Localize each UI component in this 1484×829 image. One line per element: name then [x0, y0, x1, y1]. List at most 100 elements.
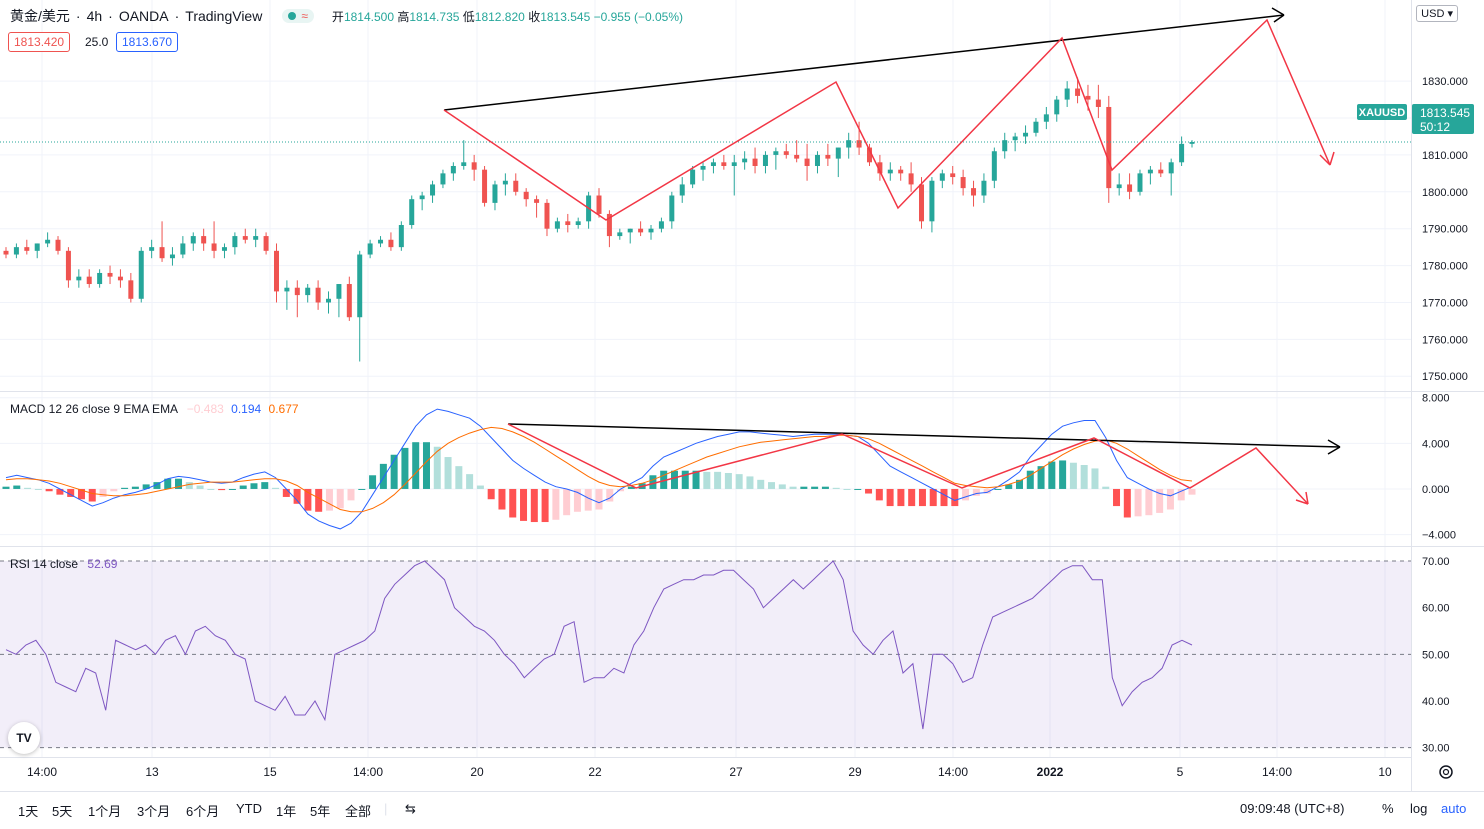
candle-body[interactable]: [565, 221, 571, 226]
candle-body[interactable]: [731, 162, 737, 166]
candle-body[interactable]: [221, 247, 227, 251]
candle-body[interactable]: [1095, 99, 1101, 107]
candle-body[interactable]: [117, 276, 123, 281]
candle-body[interactable]: [1012, 136, 1018, 141]
tradingview-logo[interactable]: TV: [8, 722, 40, 754]
buy-price[interactable]: 1813.670: [116, 32, 179, 52]
candle-body[interactable]: [1189, 142, 1195, 144]
candle-body[interactable]: [783, 151, 789, 155]
range-ytd[interactable]: YTD: [236, 801, 262, 816]
candle-body[interactable]: [721, 162, 727, 166]
candle-body[interactable]: [357, 254, 363, 318]
candle-body[interactable]: [991, 151, 997, 181]
candle-body[interactable]: [138, 250, 144, 299]
candle-body[interactable]: [606, 213, 612, 237]
candle-body[interactable]: [596, 195, 602, 214]
candle-body[interactable]: [825, 154, 831, 159]
candle-body[interactable]: [658, 221, 664, 229]
candle-body[interactable]: [929, 180, 935, 222]
candle-body[interactable]: [534, 199, 540, 203]
range-all[interactable]: 全部: [345, 804, 372, 819]
candle-body[interactable]: [762, 154, 768, 166]
candle-body[interactable]: [898, 169, 904, 174]
candle-body[interactable]: [242, 236, 248, 240]
time-axis[interactable]: 14:00 13 15 14:00 20 22 27 29 14:00 2022 5 14:00 10: [27, 765, 1392, 779]
candle-body[interactable]: [97, 272, 103, 285]
candle-body[interactable]: [492, 184, 498, 203]
candle-body[interactable]: [544, 202, 550, 229]
interval[interactable]: 4h: [86, 8, 103, 24]
candle-body[interactable]: [1033, 121, 1039, 133]
candle-body[interactable]: [554, 221, 560, 229]
candle-body[interactable]: [794, 154, 800, 159]
candle-body[interactable]: [804, 158, 810, 166]
candle-body[interactable]: [273, 250, 279, 292]
candle-body[interactable]: [1064, 88, 1070, 100]
candle-body[interactable]: [461, 162, 467, 166]
candle-body[interactable]: [211, 243, 217, 251]
candle-body[interactable]: [388, 239, 394, 248]
macd-trendline[interactable]: [507, 423, 1341, 448]
market-status[interactable]: ≈: [282, 9, 314, 23]
candle-body[interactable]: [190, 236, 196, 244]
candle-body[interactable]: [638, 228, 644, 233]
candle-body[interactable]: [45, 239, 51, 244]
candle-body[interactable]: [13, 247, 19, 255]
candle-body[interactable]: [76, 276, 82, 281]
candle-body[interactable]: [700, 165, 706, 170]
candle-body[interactable]: [887, 169, 893, 174]
candle-body[interactable]: [378, 239, 384, 244]
candle-body[interactable]: [149, 247, 155, 251]
candle-body[interactable]: [939, 173, 945, 181]
candle-body[interactable]: [232, 236, 238, 248]
date-range-icon[interactable]: ⇆: [405, 801, 416, 816]
candle-body[interactable]: [24, 247, 30, 251]
candle-body[interactable]: [627, 228, 633, 233]
candle-body[interactable]: [1085, 95, 1091, 100]
signal-line[interactable]: [5, 426, 1193, 513]
candle-body[interactable]: [86, 276, 92, 285]
candle-body[interactable]: [305, 287, 311, 296]
macd-zigzag[interactable]: [507, 423, 1309, 505]
auto-toggle[interactable]: auto: [1441, 801, 1467, 816]
rsi-axis[interactable]: 70.00 60.00 50.00 40.00 30.00: [1422, 556, 1450, 755]
candle-body[interactable]: [960, 177, 966, 189]
percent-toggle[interactable]: %: [1382, 801, 1394, 816]
candle-body[interactable]: [450, 165, 456, 174]
candle-body[interactable]: [1127, 184, 1133, 192]
candle-body[interactable]: [908, 173, 914, 185]
candle-body[interactable]: [107, 272, 113, 277]
candle-body[interactable]: [1023, 132, 1029, 137]
macd-histogram[interactable]: [2, 442, 1196, 523]
candle-body[interactable]: [409, 199, 415, 226]
candle-body[interactable]: [430, 184, 436, 196]
range-5y[interactable]: 5年: [310, 804, 331, 819]
candle-body[interactable]: [263, 236, 269, 251]
candle-body[interactable]: [523, 191, 529, 200]
candle-body[interactable]: [1137, 173, 1143, 192]
macd-axis[interactable]: 8.000 4.000 0.000 −4.000: [1422, 393, 1456, 542]
candle-body[interactable]: [34, 243, 40, 251]
candle-body[interactable]: [1158, 169, 1164, 174]
user-drawings[interactable]: [443, 7, 1341, 505]
range-3m[interactable]: 3个月: [137, 804, 171, 819]
candle-body[interactable]: [814, 154, 820, 166]
candle-body[interactable]: [346, 284, 352, 318]
sell-price[interactable]: 1813.420: [8, 32, 71, 52]
symbol-name[interactable]: 黄金/美元: [10, 8, 70, 24]
candle-body[interactable]: [294, 287, 300, 296]
range-5d[interactable]: 5天: [52, 804, 73, 819]
candle-body[interactable]: [315, 287, 321, 303]
candle-body[interactable]: [1075, 88, 1081, 96]
candle-body[interactable]: [169, 254, 175, 259]
candlestick-series[interactable]: [3, 77, 1195, 362]
candle-body[interactable]: [1179, 143, 1185, 163]
candle-body[interactable]: [971, 188, 977, 196]
candle-body[interactable]: [253, 236, 259, 240]
currency-selector[interactable]: USD ▾: [1416, 5, 1458, 22]
range-1d[interactable]: 1天: [18, 804, 39, 819]
range-6m[interactable]: 6个月: [186, 804, 220, 819]
candle-body[interactable]: [502, 180, 508, 185]
candle-body[interactable]: [877, 162, 883, 174]
candle-body[interactable]: [846, 140, 852, 148]
